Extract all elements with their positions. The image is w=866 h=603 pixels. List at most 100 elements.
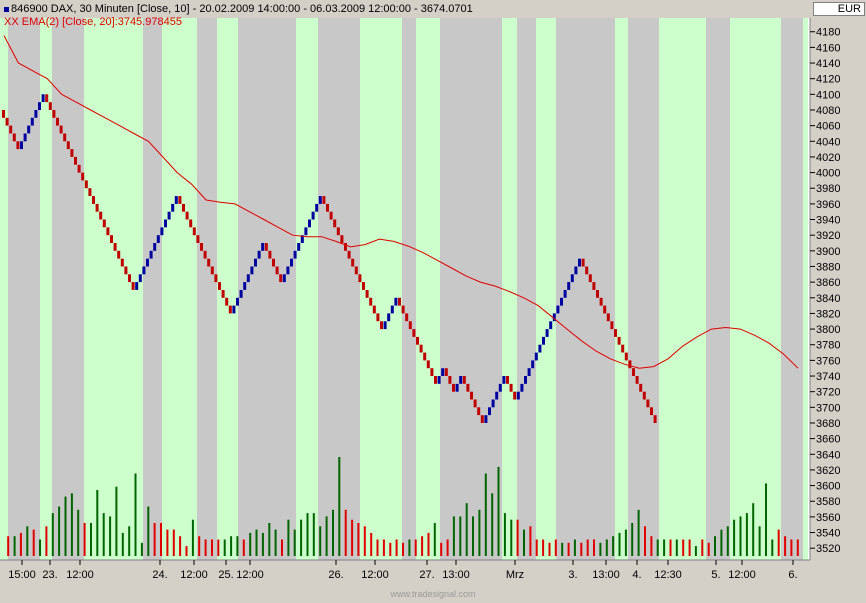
session-band [143, 18, 162, 560]
down-brick [653, 415, 657, 423]
time-axis: 15:00 23. 12:00 24. 12:00 25. 12:00 26. 12:00 27.… [8, 560, 798, 581]
volume-bar [121, 532, 124, 556]
down-brick [9, 125, 13, 134]
down-brick [200, 243, 203, 251]
volume-bar [682, 539, 685, 556]
volume-bar [656, 539, 659, 556]
down-brick [228, 305, 232, 314]
down-brick [369, 297, 373, 306]
down-brick [77, 164, 81, 173]
down-brick [635, 376, 639, 384]
volume-bar [96, 490, 99, 556]
price-tick-label: 3900 [816, 246, 840, 258]
down-brick [92, 196, 95, 204]
down-brick [592, 282, 596, 290]
volume-bar [312, 513, 315, 556]
up-brick [556, 305, 560, 314]
volume-bar [554, 539, 557, 556]
down-brick [585, 266, 589, 275]
volume-bar [694, 546, 697, 556]
down-brick [448, 376, 452, 384]
price-tick-label: 3600 [816, 481, 840, 493]
down-brick [419, 344, 423, 353]
volume-bar [484, 473, 487, 556]
volume-bar [561, 542, 564, 556]
down-brick [56, 117, 59, 126]
volume-bar [261, 532, 264, 556]
volume-bar [548, 542, 551, 556]
up-brick [484, 415, 488, 423]
up-brick [254, 258, 257, 267]
volume-bar [90, 523, 92, 556]
volume-bar [51, 513, 54, 556]
up-brick [524, 376, 527, 384]
down-brick [192, 227, 196, 236]
time-tick-label: 12:00 [236, 569, 264, 581]
price-tick-label: 3680 [816, 418, 840, 430]
volume-bar [402, 542, 404, 556]
volume-bar [382, 539, 385, 556]
volume-bar [319, 526, 322, 556]
down-brick [12, 133, 16, 142]
volume-bar [332, 509, 334, 556]
up-brick [246, 274, 250, 283]
up-brick [491, 399, 495, 408]
volume-bar [147, 506, 150, 556]
volume-bar [115, 486, 118, 556]
down-brick [106, 227, 110, 236]
time-tick-label: 13:00 [442, 569, 470, 581]
price-tick-label: 3840 [816, 293, 840, 305]
time-tick-label: 12:00 [180, 569, 208, 581]
volume-bar [586, 539, 589, 556]
volume-bar [459, 516, 462, 556]
up-brick [20, 141, 23, 150]
session-band [781, 18, 803, 560]
down-brick [506, 376, 509, 384]
time-tick-label: 23. [42, 569, 57, 581]
down-brick [185, 211, 189, 220]
volume-bar [599, 542, 602, 556]
up-brick [390, 305, 394, 314]
volume-bar [784, 536, 787, 556]
up-brick [387, 313, 391, 322]
volume-bar [325, 516, 328, 556]
down-brick [128, 274, 131, 283]
price-tick-label: 3920 [816, 230, 840, 242]
up-brick [286, 266, 290, 275]
down-brick [376, 313, 380, 322]
down-brick [124, 266, 128, 275]
volume-bar [344, 509, 347, 556]
volume-bar [650, 536, 653, 556]
volume-bar [618, 532, 621, 556]
volume-bar [166, 529, 169, 556]
volume-bar [758, 526, 761, 556]
up-brick [437, 376, 441, 384]
volume-bar [516, 519, 519, 556]
up-brick [153, 243, 157, 251]
session-band [706, 18, 730, 560]
volume-bar [542, 539, 545, 556]
up-brick [315, 203, 319, 212]
up-brick [383, 321, 387, 330]
volume-bar [376, 539, 379, 556]
session-band [197, 18, 217, 560]
up-brick [560, 297, 563, 306]
down-brick [610, 321, 614, 330]
down-brick [444, 368, 448, 376]
down-brick [110, 235, 113, 243]
price-tick-label: 4040 [816, 136, 840, 148]
volume-bar [745, 513, 748, 556]
session-band [536, 18, 556, 560]
volume-bar [688, 539, 691, 556]
price-tick-label: 3760 [816, 355, 840, 367]
volume-bar [771, 539, 774, 556]
currency-badge[interactable]: EUR [813, 2, 865, 16]
down-brick [16, 141, 20, 150]
up-brick [488, 407, 491, 416]
volume-bar [32, 529, 35, 556]
up-brick [160, 227, 164, 236]
price-tick-label: 3960 [816, 199, 840, 211]
down-brick [621, 344, 625, 353]
time-tick-label: 15:00 [8, 569, 36, 581]
down-brick [430, 368, 434, 376]
